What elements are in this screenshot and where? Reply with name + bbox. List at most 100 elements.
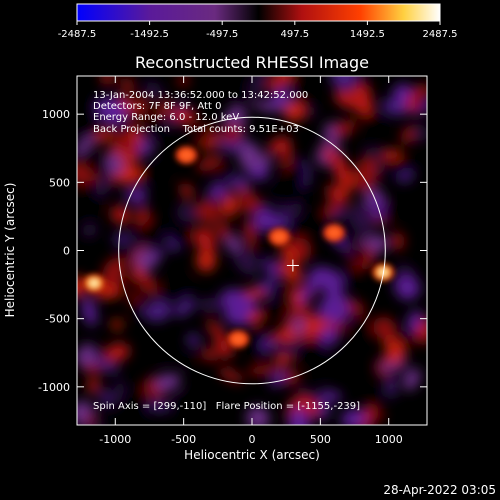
noise-blob bbox=[221, 123, 243, 144]
noise-blob bbox=[239, 192, 261, 214]
noise-blob bbox=[317, 390, 343, 401]
noise-blob bbox=[131, 121, 142, 146]
axis-ticks: -1000 -500 0 500 1000 -1000 -500 0 500 1000 bbox=[38, 76, 427, 446]
annotation-detectors: Detectors: 7F 8F 9F, Att 0 bbox=[93, 101, 221, 112]
noise-blob bbox=[81, 179, 99, 199]
noise-blob bbox=[85, 413, 95, 425]
bright-source bbox=[327, 226, 342, 239]
noise-blob bbox=[333, 119, 358, 135]
colorbar-ticks: -2487.5 -1492.5 -497.5 497.5 1492.5 2487.5 bbox=[58, 21, 458, 40]
noise-blob bbox=[100, 76, 115, 85]
noise-blob bbox=[120, 77, 135, 93]
x-axis-label: Heliocentric X (arcsec) bbox=[184, 448, 320, 462]
noise-blob bbox=[111, 319, 123, 331]
noise-blob bbox=[112, 233, 132, 245]
annotation-energy-range: Energy Range: 6.0 - 12.0 keV bbox=[93, 112, 239, 123]
noise-blob bbox=[411, 125, 427, 142]
y-tick-label: -500 bbox=[45, 313, 70, 326]
noise-blob bbox=[96, 97, 128, 126]
noise-blob bbox=[243, 219, 258, 249]
y-tick-label: 500 bbox=[49, 176, 70, 189]
noise-blob bbox=[139, 275, 158, 295]
noise-blob bbox=[249, 76, 269, 97]
noise-blob bbox=[193, 228, 216, 253]
bright-source bbox=[272, 230, 287, 243]
noise-blob bbox=[169, 224, 192, 246]
noise-blob bbox=[154, 373, 181, 391]
noise-blob bbox=[77, 135, 97, 155]
noise-blob bbox=[135, 249, 157, 272]
noise-blob bbox=[83, 101, 98, 112]
noise-blob bbox=[373, 326, 387, 337]
noise-blob bbox=[175, 297, 196, 318]
annotation-method-counts: Back Projection Total counts: 9.51E+03 bbox=[93, 124, 299, 135]
noise-blob bbox=[296, 338, 325, 364]
solar-limb-circle bbox=[118, 116, 386, 385]
noise-blob bbox=[258, 303, 287, 319]
noise-blob bbox=[196, 198, 221, 224]
colorbar-tick-label: -2487.5 bbox=[58, 29, 97, 40]
x-tick-label: -1000 bbox=[99, 433, 131, 446]
noise-blob bbox=[348, 203, 375, 233]
noise-blob bbox=[399, 329, 415, 346]
noise-blob bbox=[318, 297, 350, 324]
annotation-spin-flare: Spin Axis = [299,-110] Flare Position = … bbox=[93, 401, 360, 412]
noise-blob bbox=[238, 141, 262, 171]
noise-blob bbox=[123, 190, 147, 204]
noise-blob bbox=[198, 297, 223, 313]
noise-blob bbox=[253, 210, 279, 232]
noise-blob bbox=[319, 326, 338, 347]
noise-blob bbox=[97, 404, 109, 416]
noise-blob bbox=[236, 298, 257, 327]
noise-blob bbox=[77, 150, 97, 165]
colorbar-tick-label: 2487.5 bbox=[423, 29, 458, 40]
noise-blob bbox=[416, 318, 427, 345]
bright-source bbox=[231, 333, 246, 346]
annotation-time-range: 13-Jan-2004 13:36:52.000 to 13:42:52.000 bbox=[93, 90, 308, 101]
noise-blob bbox=[350, 245, 367, 265]
noise-blob bbox=[313, 357, 332, 376]
noise-blob bbox=[267, 284, 292, 295]
noise-blob bbox=[170, 391, 189, 410]
noise-blob bbox=[265, 258, 280, 280]
noise-blob bbox=[87, 378, 100, 393]
noise-blob bbox=[293, 86, 312, 106]
noise-blob bbox=[225, 235, 242, 252]
noise-blob bbox=[136, 166, 154, 183]
noise-blob bbox=[287, 162, 308, 185]
noise-blob bbox=[350, 318, 374, 341]
noise-blob bbox=[196, 155, 224, 172]
heatmap-image bbox=[77, 76, 427, 425]
noise-blob bbox=[278, 242, 297, 262]
noise-blob bbox=[248, 310, 263, 325]
noise-blob bbox=[81, 296, 97, 327]
noise-blob bbox=[258, 154, 272, 168]
noise-blob bbox=[130, 230, 157, 248]
noise-blob bbox=[99, 389, 109, 402]
noise-blob bbox=[340, 170, 355, 199]
noise-blob bbox=[232, 247, 259, 276]
noise-blob bbox=[289, 217, 311, 240]
noise-blob bbox=[246, 364, 280, 376]
noise-blob bbox=[279, 260, 302, 283]
noise-blob bbox=[380, 99, 406, 117]
bright-source bbox=[179, 149, 194, 162]
noise-blob bbox=[104, 343, 130, 362]
noise-blob bbox=[388, 158, 415, 176]
noise-blob bbox=[284, 102, 306, 122]
footer-timestamp: 28-Apr-2022 03:05 bbox=[383, 483, 496, 497]
x-tick-label: 1000 bbox=[375, 433, 403, 446]
noise-blob bbox=[187, 333, 200, 348]
noise-blob bbox=[218, 367, 243, 383]
noise-blob bbox=[383, 337, 407, 355]
noise-blob bbox=[150, 295, 177, 311]
noise-blob bbox=[298, 276, 320, 305]
noise-blob bbox=[77, 118, 101, 142]
y-tick-label: 1000 bbox=[42, 108, 70, 121]
noise-blob bbox=[200, 347, 220, 362]
noise-blob bbox=[390, 231, 405, 251]
x-tick-label: -500 bbox=[171, 433, 196, 446]
noise-blob bbox=[288, 407, 310, 425]
noise-blob bbox=[147, 84, 163, 101]
